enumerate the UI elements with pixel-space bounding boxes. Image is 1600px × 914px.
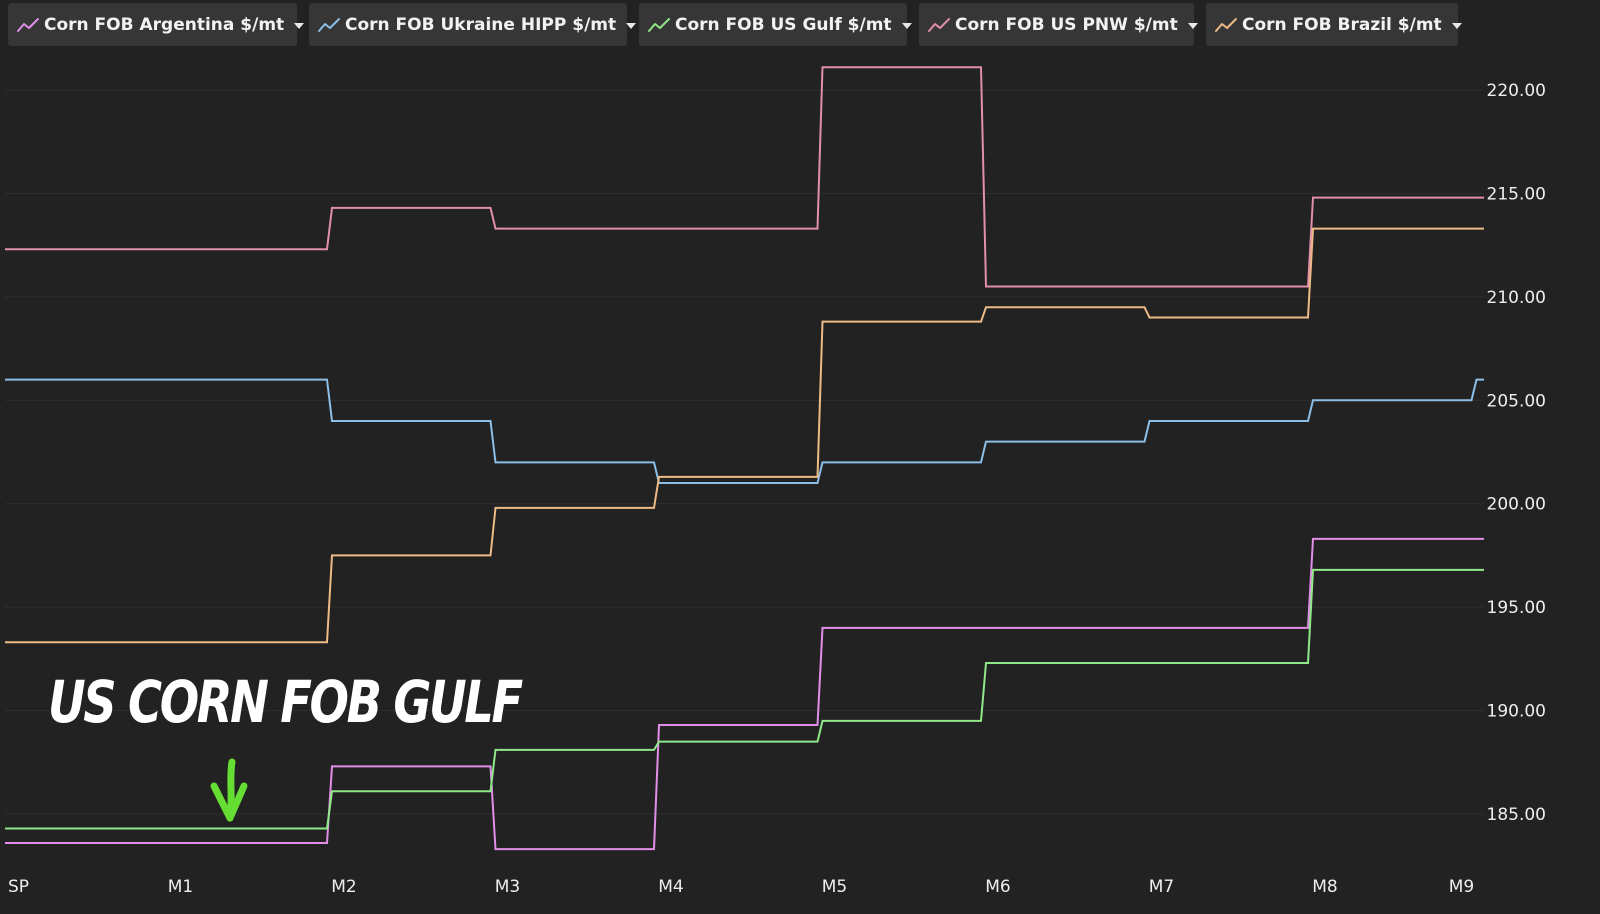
x-tick-label: M1 xyxy=(168,877,193,897)
legend-item-label: Corn FOB Brazil $/mt xyxy=(1242,14,1442,35)
x-tick-label: M2 xyxy=(331,877,356,897)
y-tick-label: 210.00 xyxy=(1487,288,1546,308)
x-axis: SP M1 M2 M3 M4 M5 M6 M7 M8 M9 xyxy=(8,877,1474,897)
line-chart-icon xyxy=(318,17,340,32)
series-line-0 xyxy=(5,537,1484,851)
legend-item-0[interactable]: Corn FOB Argentina $/mt xyxy=(8,3,305,46)
y-axis: 185.00 190.00 195.00 200.00 205.00 210.00 215.… xyxy=(1487,81,1546,825)
x-tick-label: M3 xyxy=(495,877,520,897)
x-tick-label: SP xyxy=(8,877,29,897)
legend-item-label: Corn FOB Argentina $/mt xyxy=(44,14,285,35)
legend-item-label: Corn FOB US PNW $/mt xyxy=(955,14,1178,35)
legend-item-label: Corn FOB US Gulf $/mt xyxy=(675,14,892,35)
x-tick-label: M4 xyxy=(658,877,683,897)
legend-item-label: Corn FOB Ukraine HIPP $/mt xyxy=(345,14,617,35)
series-lines xyxy=(5,66,1484,851)
chevron-down-icon[interactable] xyxy=(901,22,912,29)
chevron-down-icon[interactable] xyxy=(1451,22,1462,29)
legend: Corn FOB Argentina $/mt Corn FOB Ukraine … xyxy=(0,0,1600,52)
series-line-2 xyxy=(5,568,1484,830)
x-tick-label: M9 xyxy=(1449,877,1474,897)
y-tick-label: 190.00 xyxy=(1487,702,1546,722)
annotation-label: US CORN FOB GULF xyxy=(48,668,523,736)
arrow-head xyxy=(210,782,248,822)
grid-lines xyxy=(5,89,1484,815)
chevron-down-icon[interactable] xyxy=(294,22,305,29)
chevron-down-icon[interactable] xyxy=(1187,22,1198,29)
y-tick-label: 195.00 xyxy=(1487,598,1546,618)
down-arrow-icon xyxy=(210,758,248,822)
x-tick-label: M5 xyxy=(822,877,847,897)
series-line-3 xyxy=(5,66,1484,288)
line-chart-icon xyxy=(1215,17,1237,32)
legend-item-3[interactable]: Corn FOB US PNW $/mt xyxy=(919,3,1198,46)
series-line-4 xyxy=(5,227,1484,644)
legend-item-4[interactable]: Corn FOB Brazil $/mt xyxy=(1206,3,1462,46)
line-chart-icon xyxy=(928,17,950,32)
x-tick-label: M7 xyxy=(1149,877,1174,897)
legend-item-1[interactable]: Corn FOB Ukraine HIPP $/mt xyxy=(309,3,637,46)
y-tick-label: 220.00 xyxy=(1487,81,1546,101)
x-tick-label: M6 xyxy=(985,877,1010,897)
y-tick-label: 215.00 xyxy=(1487,184,1546,204)
legend-item-2[interactable]: Corn FOB US Gulf $/mt xyxy=(639,3,912,46)
line-chart-icon xyxy=(17,17,39,32)
y-tick-label: 185.00 xyxy=(1487,805,1546,825)
chevron-down-icon[interactable] xyxy=(626,22,637,29)
y-tick-label: 200.00 xyxy=(1487,495,1546,515)
line-chart-icon xyxy=(648,17,670,32)
series-line-1 xyxy=(5,378,1484,485)
x-tick-label: M8 xyxy=(1312,877,1337,897)
y-tick-label: 205.00 xyxy=(1487,391,1546,411)
